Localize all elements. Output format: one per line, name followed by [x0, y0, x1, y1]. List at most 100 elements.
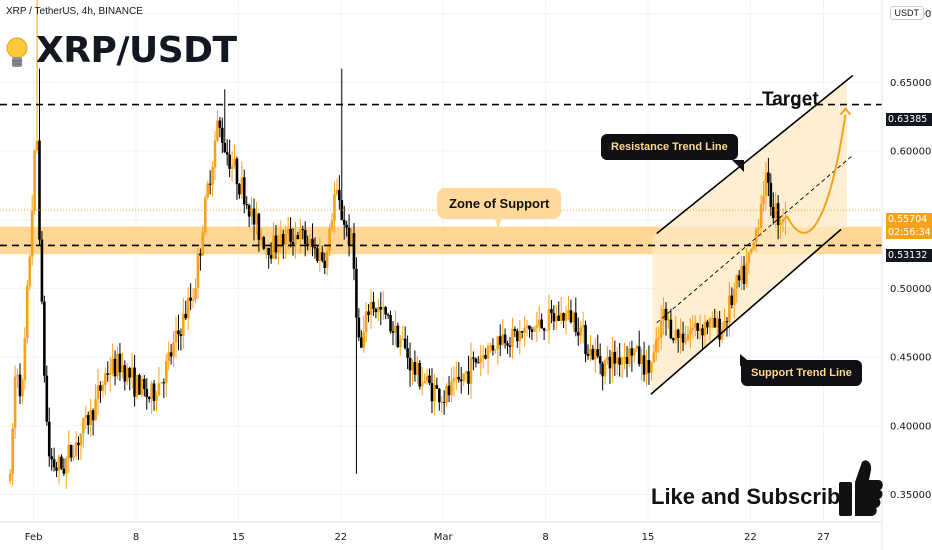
price-axis[interactable]: 0.350000.400000.450000.500000.550000.600… — [881, 0, 931, 550]
candle-up — [191, 299, 195, 301]
candle-up — [286, 228, 290, 234]
candle-up — [455, 376, 458, 379]
candle-down — [769, 182, 773, 207]
candle-down — [18, 374, 22, 397]
candle-up — [606, 356, 609, 361]
candle-down — [252, 208, 256, 225]
candle-up — [196, 253, 200, 288]
chart-overlays — [0, 80, 882, 393]
candle-up — [299, 229, 302, 240]
time-tick-label: 27 — [817, 532, 830, 543]
candle-up — [715, 318, 719, 328]
candle-up — [160, 382, 163, 384]
candle-down — [208, 183, 212, 185]
candle-down — [340, 200, 344, 220]
candle-down — [498, 336, 502, 345]
candle-up — [774, 203, 778, 219]
candle-down — [576, 332, 580, 336]
candle-up — [511, 328, 514, 347]
candle-up — [501, 334, 504, 345]
candle-down — [472, 357, 475, 359]
candle-up — [186, 297, 190, 319]
candle-up — [674, 329, 678, 341]
candle-up — [659, 320, 663, 338]
candle-up — [594, 349, 597, 360]
candle-up — [216, 120, 219, 141]
price-countdown: 02:56:34 — [886, 226, 932, 239]
candle-down — [367, 311, 370, 316]
candle-down — [569, 310, 573, 323]
candle-up — [194, 287, 197, 300]
candle-up — [559, 313, 563, 321]
candle-down — [242, 177, 246, 205]
candle-up — [745, 263, 748, 284]
candle-up — [203, 197, 207, 233]
like-and-subscribe-text: Like and Subscribe — [651, 484, 853, 509]
candle-up — [104, 373, 107, 385]
price-label-high: 0.63385 — [886, 113, 932, 126]
candle-up — [23, 337, 27, 381]
candle-down — [323, 260, 327, 268]
candle-down — [520, 331, 524, 333]
candle-up — [759, 204, 763, 228]
candle-down — [474, 358, 478, 363]
time-tick-label: 15 — [232, 532, 245, 543]
candle-up — [547, 309, 551, 331]
candle-up — [572, 312, 575, 323]
candle-down — [152, 383, 156, 401]
candle-down — [396, 325, 400, 348]
candle-down — [113, 358, 117, 377]
candle-up — [328, 228, 331, 251]
candle-down — [338, 189, 341, 201]
candle-up — [684, 340, 687, 343]
time-axis[interactable]: Feb 8 15 22 Mar 8 15 22 27 — [0, 521, 882, 543]
candle-up — [781, 219, 785, 222]
candle-up — [740, 265, 743, 281]
candle-down — [718, 318, 721, 340]
candle-down — [435, 385, 439, 389]
candle-up — [723, 321, 726, 329]
candle-up — [308, 238, 312, 247]
support-trend-line — [650, 228, 842, 395]
candle-up — [720, 328, 724, 340]
candle-up — [364, 311, 368, 332]
candle-up — [13, 376, 17, 429]
candle-down — [672, 338, 675, 341]
candle-down — [706, 321, 709, 328]
candle-down — [345, 224, 348, 228]
candle-up — [150, 383, 153, 399]
candle-down — [408, 357, 412, 371]
candle-up — [423, 381, 426, 384]
resistance-callout-pointer — [732, 160, 744, 172]
candle-down — [301, 229, 305, 231]
candle-down — [221, 127, 224, 143]
price-label-low: 0.53132 — [886, 249, 932, 262]
candle-up — [564, 312, 568, 321]
price-tick-label: 0.65000 — [890, 78, 931, 89]
candle-up — [523, 327, 526, 333]
candle-up — [752, 242, 756, 249]
candle-up — [462, 373, 465, 382]
candle-down — [47, 421, 51, 457]
candle-up — [211, 167, 214, 185]
candle-up — [784, 216, 787, 220]
candle-up — [481, 354, 485, 359]
candle-up — [174, 330, 178, 343]
candle-down — [613, 351, 617, 364]
candle-down — [625, 357, 629, 364]
candle-down — [771, 206, 775, 219]
candle-down — [145, 389, 149, 398]
candle-up — [689, 330, 692, 335]
symbol-info[interactable]: XRP / TetherUS, 4h, BINANCE — [6, 6, 143, 17]
currency-badge[interactable]: USDT — [889, 6, 924, 20]
candle-up — [416, 363, 419, 375]
candle-down — [189, 297, 192, 301]
candle-up — [425, 375, 429, 382]
candle-down — [557, 315, 561, 321]
candle-up — [623, 357, 626, 359]
candle-down — [725, 321, 729, 323]
candle-down — [503, 334, 507, 344]
candle-up — [615, 357, 619, 364]
candle-down — [391, 331, 395, 333]
